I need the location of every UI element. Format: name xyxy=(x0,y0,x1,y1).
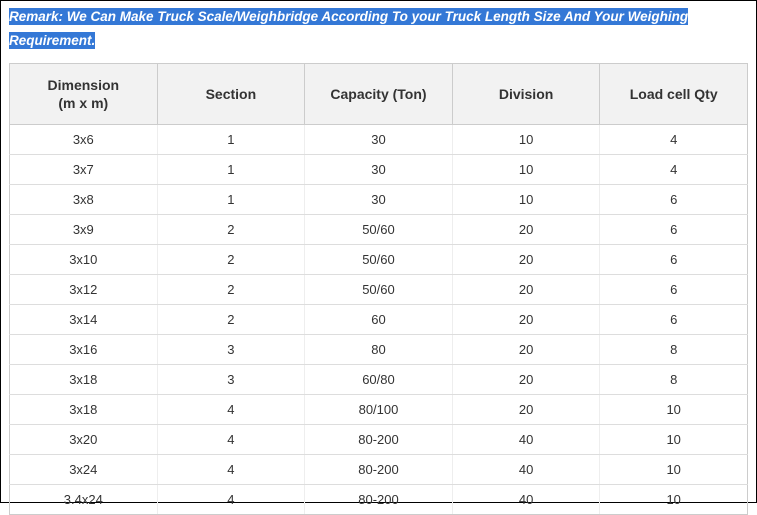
remark-label: Remark: xyxy=(9,9,63,24)
table-cell: 6 xyxy=(600,305,748,335)
table-row: 3x18360/80208 xyxy=(10,365,748,395)
table-row: 3x8130106 xyxy=(10,185,748,215)
table-cell: 50/60 xyxy=(305,245,453,275)
table-cell: 10 xyxy=(452,155,600,185)
table-cell: 4 xyxy=(600,155,748,185)
table-row: 3x6130104 xyxy=(10,125,748,155)
table-cell: 6 xyxy=(600,275,748,305)
table-cell: 50/60 xyxy=(305,275,453,305)
table-cell: 1 xyxy=(157,125,305,155)
table-row: 3x24480-2004010 xyxy=(10,455,748,485)
table-cell: 3x7 xyxy=(10,155,158,185)
table-cell: 20 xyxy=(452,275,600,305)
remark-text: Remark: We Can Make Truck Scale/Weighbri… xyxy=(9,8,688,49)
table-cell: 4 xyxy=(157,455,305,485)
table-row: 3x14260206 xyxy=(10,305,748,335)
table-cell: 3x24 xyxy=(10,455,158,485)
col-capacity-label: Capacity (Ton) xyxy=(330,86,426,102)
table-cell: 30 xyxy=(305,155,453,185)
table-row: 3x20480-2004010 xyxy=(10,425,748,455)
table-cell: 80 xyxy=(305,335,453,365)
col-section: Section xyxy=(157,64,305,125)
table-cell: 3x18 xyxy=(10,365,158,395)
table-cell: 1 xyxy=(157,185,305,215)
table-cell: 20 xyxy=(452,305,600,335)
table-cell: 40 xyxy=(452,485,600,515)
table-cell: 3x14 xyxy=(10,305,158,335)
table-cell: 3 xyxy=(157,335,305,365)
table-cell: 2 xyxy=(157,275,305,305)
col-division: Division xyxy=(452,64,600,125)
table-cell: 60/80 xyxy=(305,365,453,395)
table-cell: 4 xyxy=(600,125,748,155)
col-division-label: Division xyxy=(499,86,553,102)
table-cell: 80-200 xyxy=(305,455,453,485)
table-row: 3x16380208 xyxy=(10,335,748,365)
table-cell: 20 xyxy=(452,395,600,425)
remark-block: Remark: We Can Make Truck Scale/Weighbri… xyxy=(9,5,748,53)
table-cell: 2 xyxy=(157,305,305,335)
table-row: 3x9250/60206 xyxy=(10,215,748,245)
table-cell: 10 xyxy=(452,185,600,215)
spec-table-body: 3x61301043x71301043x81301063x9250/602063… xyxy=(10,125,748,515)
table-cell: 40 xyxy=(452,425,600,455)
table-row: 3x10250/60206 xyxy=(10,245,748,275)
col-loadcell-label: Load cell Qty xyxy=(630,86,718,102)
table-cell: 3x10 xyxy=(10,245,158,275)
table-row: 3x18480/1002010 xyxy=(10,395,748,425)
table-cell: 2 xyxy=(157,215,305,245)
table-row: 3x12250/60206 xyxy=(10,275,748,305)
spec-table-head: Dimension(m x m) Section Capacity (Ton) … xyxy=(10,64,748,125)
col-section-label: Section xyxy=(206,86,257,102)
table-cell: 10 xyxy=(600,455,748,485)
table-cell: 6 xyxy=(600,245,748,275)
table-cell: 20 xyxy=(452,245,600,275)
table-cell: 3x12 xyxy=(10,275,158,305)
remark-body: We Can Make Truck Scale/Weighbridge Acco… xyxy=(9,9,688,48)
table-cell: 3x9 xyxy=(10,215,158,245)
table-cell: 3 xyxy=(157,365,305,395)
table-cell: 3x18 xyxy=(10,395,158,425)
table-cell: 30 xyxy=(305,185,453,215)
table-row: 3x7130104 xyxy=(10,155,748,185)
table-cell: 4 xyxy=(157,425,305,455)
table-cell: 30 xyxy=(305,125,453,155)
table-cell: 1 xyxy=(157,155,305,185)
table-cell: 3x16 xyxy=(10,335,158,365)
table-cell: 20 xyxy=(452,215,600,245)
table-cell: 3.4x24 xyxy=(10,485,158,515)
col-dimension: Dimension(m x m) xyxy=(10,64,158,125)
table-cell: 80-200 xyxy=(305,485,453,515)
table-cell: 4 xyxy=(157,395,305,425)
table-cell: 8 xyxy=(600,365,748,395)
table-cell: 2 xyxy=(157,245,305,275)
table-cell: 20 xyxy=(452,365,600,395)
table-cell: 6 xyxy=(600,185,748,215)
table-cell: 80/100 xyxy=(305,395,453,425)
table-cell: 60 xyxy=(305,305,453,335)
table-row: 3.4x24480-2004010 xyxy=(10,485,748,515)
table-cell: 10 xyxy=(600,395,748,425)
table-cell: 3x6 xyxy=(10,125,158,155)
col-loadcell: Load cell Qty xyxy=(600,64,748,125)
table-cell: 80-200 xyxy=(305,425,453,455)
table-cell: 40 xyxy=(452,455,600,485)
table-cell: 50/60 xyxy=(305,215,453,245)
col-dimension-label: Dimension(m x m) xyxy=(48,77,120,111)
spec-table: Dimension(m x m) Section Capacity (Ton) … xyxy=(9,63,748,515)
table-cell: 4 xyxy=(157,485,305,515)
table-cell: 6 xyxy=(600,215,748,245)
table-cell: 10 xyxy=(452,125,600,155)
table-cell: 10 xyxy=(600,485,748,515)
header-row: Dimension(m x m) Section Capacity (Ton) … xyxy=(10,64,748,125)
table-cell: 3x8 xyxy=(10,185,158,215)
table-cell: 3x20 xyxy=(10,425,158,455)
table-cell: 20 xyxy=(452,335,600,365)
table-cell: 8 xyxy=(600,335,748,365)
col-capacity: Capacity (Ton) xyxy=(305,64,453,125)
table-cell: 10 xyxy=(600,425,748,455)
